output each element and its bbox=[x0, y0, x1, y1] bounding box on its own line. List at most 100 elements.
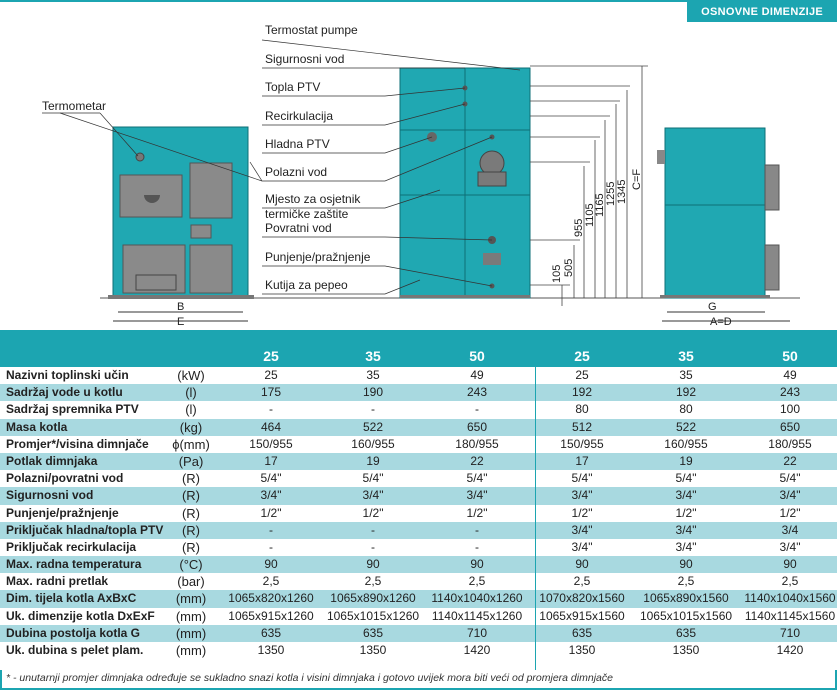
connection-labels: Termostat pumpe Sigurnosni vod Topla PTV… bbox=[265, 23, 371, 292]
cell-value: - bbox=[371, 539, 375, 554]
cell-value: 1065x1015x1560 bbox=[639, 608, 733, 623]
row-label: Nazivni toplinski učin bbox=[6, 368, 129, 382]
row-label: Sadržaj spremnika PTV bbox=[6, 402, 139, 417]
cell-value: 1140x1040x1560 bbox=[744, 591, 836, 606]
cell-value: 1350 bbox=[672, 643, 700, 657]
row-unit: ϕ(mm) bbox=[172, 436, 210, 452]
table-row: Dubina postolja kotla G (mm) 635 635 710 635 6… bbox=[0, 624, 837, 642]
row-unit: (l) bbox=[185, 402, 197, 418]
cell-value: 5/4" bbox=[260, 471, 282, 486]
row-unit: (l) bbox=[185, 385, 197, 401]
dimension-diagram: Termometar B E Termostat pumpe Sigurnosn… bbox=[42, 23, 800, 328]
table-row: Dim. tijela kotla AxBxC (mm) 1065x820x1260… bbox=[0, 590, 837, 608]
right-boiler-view bbox=[657, 127, 780, 299]
cell-value: - bbox=[475, 402, 479, 417]
cell-value: 49 bbox=[783, 368, 797, 382]
table-row: Masa kotla (kg) 464 522 650 512 522 650 bbox=[0, 418, 837, 436]
row-unit: (R) bbox=[181, 488, 201, 504]
label-polazni-vod: Polazni vod bbox=[265, 165, 327, 179]
cell-value: 1065x890x1560 bbox=[643, 591, 729, 606]
cell-value: 19 bbox=[366, 453, 380, 468]
cell-value: 25 bbox=[264, 368, 278, 382]
row-label: Uk. dimenzije kotla DxExF bbox=[6, 608, 155, 623]
cell-value: - bbox=[269, 522, 273, 537]
front-dimensions: B E bbox=[113, 301, 248, 328]
cell-value: 1350 bbox=[568, 643, 596, 657]
row-unit: (R) bbox=[181, 539, 201, 555]
cell-value: 90 bbox=[264, 557, 278, 572]
cell-value: 3/4" bbox=[779, 488, 801, 503]
height-1165: 1165 bbox=[594, 193, 606, 217]
row-label: Priključak hladna/topla PTV bbox=[6, 522, 164, 537]
cell-value: - bbox=[475, 539, 479, 554]
cell-value: 1/2" bbox=[466, 505, 488, 520]
cell-value: 2,5 bbox=[364, 574, 382, 589]
cell-value: 1065x820x1260 bbox=[228, 591, 314, 606]
cell-value: 1/2" bbox=[362, 505, 384, 520]
cell-value: 90 bbox=[575, 557, 589, 572]
height-1105: 1105 bbox=[584, 203, 596, 227]
cell-value: 3/4" bbox=[779, 539, 801, 554]
cell-value: 3/4" bbox=[675, 539, 697, 554]
table-row: Uk. dubina s pelet plam. (mm) 1350 1350 1420… bbox=[0, 642, 837, 659]
cell-value: 1140x1040x1260 bbox=[431, 591, 523, 606]
cell-value: 5/4" bbox=[571, 471, 593, 486]
table-row: Uk. dimenzije kotla DxExF (mm) 1065x915x12… bbox=[0, 608, 837, 625]
cell-value: 635 bbox=[675, 625, 697, 640]
cell-value: 1140x1145x1560 bbox=[744, 608, 836, 623]
cell-value: 635 bbox=[260, 625, 282, 640]
dim-g: G bbox=[708, 301, 717, 313]
row-unit: (R) bbox=[181, 522, 201, 538]
table-row: Polazni/povratni vod (R) 5/4" 5/4" 5/4" 5/4" 5… bbox=[0, 470, 837, 487]
table-row: Potlak dimnjaka (Pa) 17 19 22 17 19 22 bbox=[0, 452, 837, 471]
model-header: 35 bbox=[365, 348, 381, 364]
cell-value: 3/4" bbox=[571, 488, 593, 503]
cell-value: 80 bbox=[575, 402, 589, 417]
cell-value: 710 bbox=[466, 625, 488, 640]
cell-value: 522 bbox=[362, 419, 384, 434]
cell-value: 150/955 bbox=[560, 436, 604, 451]
cell-value: 17 bbox=[575, 453, 589, 468]
table-row: Priključak hladna/topla PTV (R) - - - 3/4" 3/4… bbox=[0, 521, 837, 539]
cell-value: 190 bbox=[362, 385, 384, 400]
height-1345: 1345 bbox=[616, 180, 628, 204]
row-label: Max. radna temperatura bbox=[6, 557, 142, 572]
cell-value: 5/4" bbox=[466, 471, 488, 486]
cell-value: 2,5 bbox=[573, 574, 591, 589]
cell-value: 464 bbox=[260, 419, 282, 434]
label-hladna-ptv: Hladna PTV bbox=[265, 137, 330, 151]
row-unit: (°C) bbox=[179, 557, 203, 573]
front-boiler-view bbox=[108, 126, 254, 299]
row-label: Sadržaj vode u kotlu bbox=[6, 385, 123, 400]
cell-value: 710 bbox=[779, 625, 801, 640]
cell-value: 17 bbox=[264, 453, 278, 468]
label-recirkulacija: Recirkulacija bbox=[265, 109, 333, 123]
label-topla-ptv: Topla PTV bbox=[265, 80, 320, 94]
label-punjenje: Punjenje/pražnjenje bbox=[265, 250, 371, 264]
row-label: Sigurnosni vod bbox=[6, 488, 94, 503]
cell-value: 512 bbox=[571, 419, 593, 434]
cell-value: 522 bbox=[675, 419, 697, 434]
cell-value: 1065x915x1260 bbox=[228, 608, 314, 623]
row-unit: (mm) bbox=[175, 643, 207, 658]
cell-value: 650 bbox=[466, 419, 488, 434]
cell-value: 175 bbox=[260, 385, 282, 400]
cell-value: 49 bbox=[470, 368, 484, 382]
cell-value: 1065x1015x1260 bbox=[326, 608, 420, 623]
cell-value: 2,5 bbox=[781, 574, 799, 589]
cell-value: 180/955 bbox=[455, 436, 499, 451]
row-unit: (mm) bbox=[175, 625, 207, 641]
footnote: * - unutarnji promjer dimnjaka određuje … bbox=[0, 670, 837, 690]
cell-value: 25 bbox=[575, 368, 589, 382]
row-unit: (R) bbox=[181, 471, 201, 487]
cell-value: 90 bbox=[679, 557, 693, 572]
table-row: Priključak recirkulacija (R) - - - 3/4" 3/4" 3/… bbox=[0, 539, 837, 556]
leader-lines bbox=[59, 39, 521, 295]
cell-value: 90 bbox=[470, 557, 484, 572]
table-row: Sigurnosni vod (R) 3/4" 3/4" 3/4" 3/4" 3/4" 3/4… bbox=[0, 487, 837, 505]
cell-value: 1/2" bbox=[571, 505, 593, 520]
row-unit: (kW) bbox=[177, 368, 205, 383]
cell-value: 635 bbox=[571, 625, 593, 640]
table-row: Punjenje/pražnjenje (R) 1/2" 1/2" 1/2" 1/2" 1/… bbox=[0, 505, 837, 522]
table-header: 25 35 50 25 35 50 bbox=[0, 330, 837, 367]
